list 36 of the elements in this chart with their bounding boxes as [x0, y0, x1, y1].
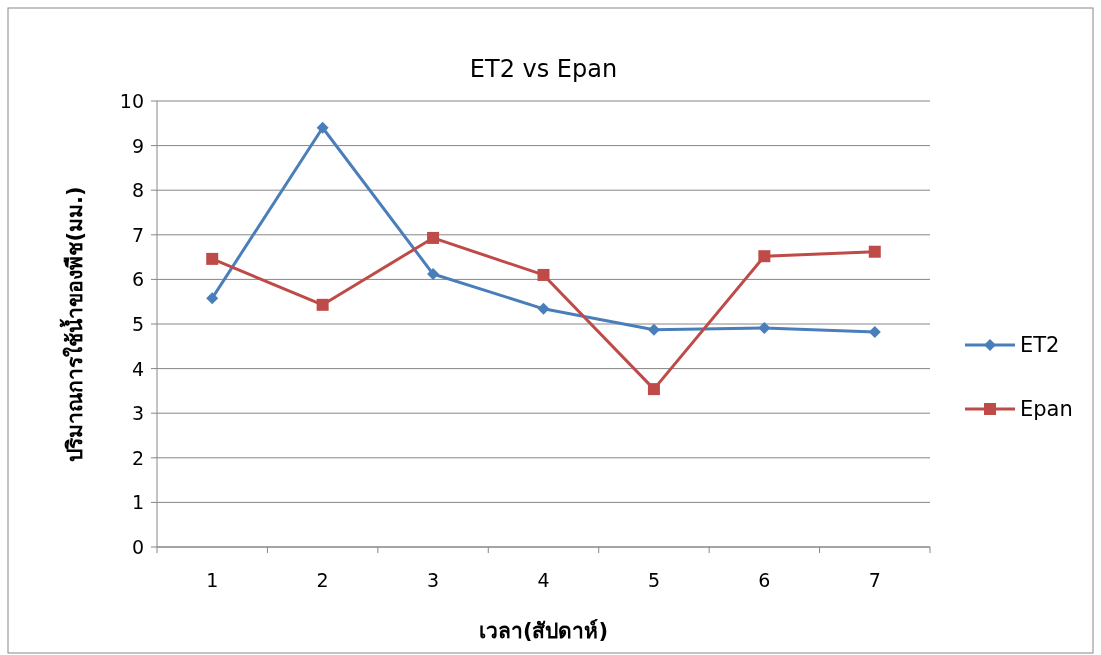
x-tick-label: 3: [427, 569, 440, 591]
x-tick-label: 6: [758, 569, 771, 591]
legend-label: Epan: [1020, 397, 1073, 421]
point: [758, 250, 771, 263]
y-tick-label: 8: [131, 179, 144, 202]
point: [537, 268, 550, 281]
y-tick-label: 0: [131, 536, 144, 558]
point: [206, 252, 219, 265]
x-axis-title: เวลา(สัปดาห์): [478, 619, 609, 643]
point: [427, 268, 440, 281]
y-tick-label: 9: [131, 134, 144, 157]
point: [758, 322, 771, 335]
x-tick-label: 4: [537, 569, 550, 591]
legend-label: ET2: [1020, 333, 1060, 357]
y-tick-label: 7: [131, 223, 144, 246]
y-tick-label: 10: [119, 90, 144, 112]
y-tick-label: 1: [131, 491, 144, 514]
x-tick-label: 5: [647, 569, 660, 591]
y-tick-label: 3: [131, 402, 144, 425]
x-tick-label: 1: [206, 569, 219, 591]
chart-title: ET2 vs Epan: [469, 55, 618, 83]
point: [537, 302, 550, 315]
point: [647, 383, 660, 396]
x-tick-label: 7: [868, 569, 881, 591]
point: [316, 298, 329, 311]
point: [647, 323, 660, 336]
y-axis-title: ปริมาณการใช้น้ำของพืช(มม.): [59, 186, 87, 462]
point: [868, 245, 881, 258]
point: [427, 231, 440, 244]
y-tick-label: 4: [131, 357, 144, 380]
point: [206, 292, 219, 305]
y-tick-label: 5: [131, 313, 144, 335]
x-tick-label: 2: [316, 569, 329, 591]
point: [316, 121, 329, 134]
y-tick-label: 6: [131, 268, 144, 291]
y-tick-label: 2: [131, 446, 144, 469]
